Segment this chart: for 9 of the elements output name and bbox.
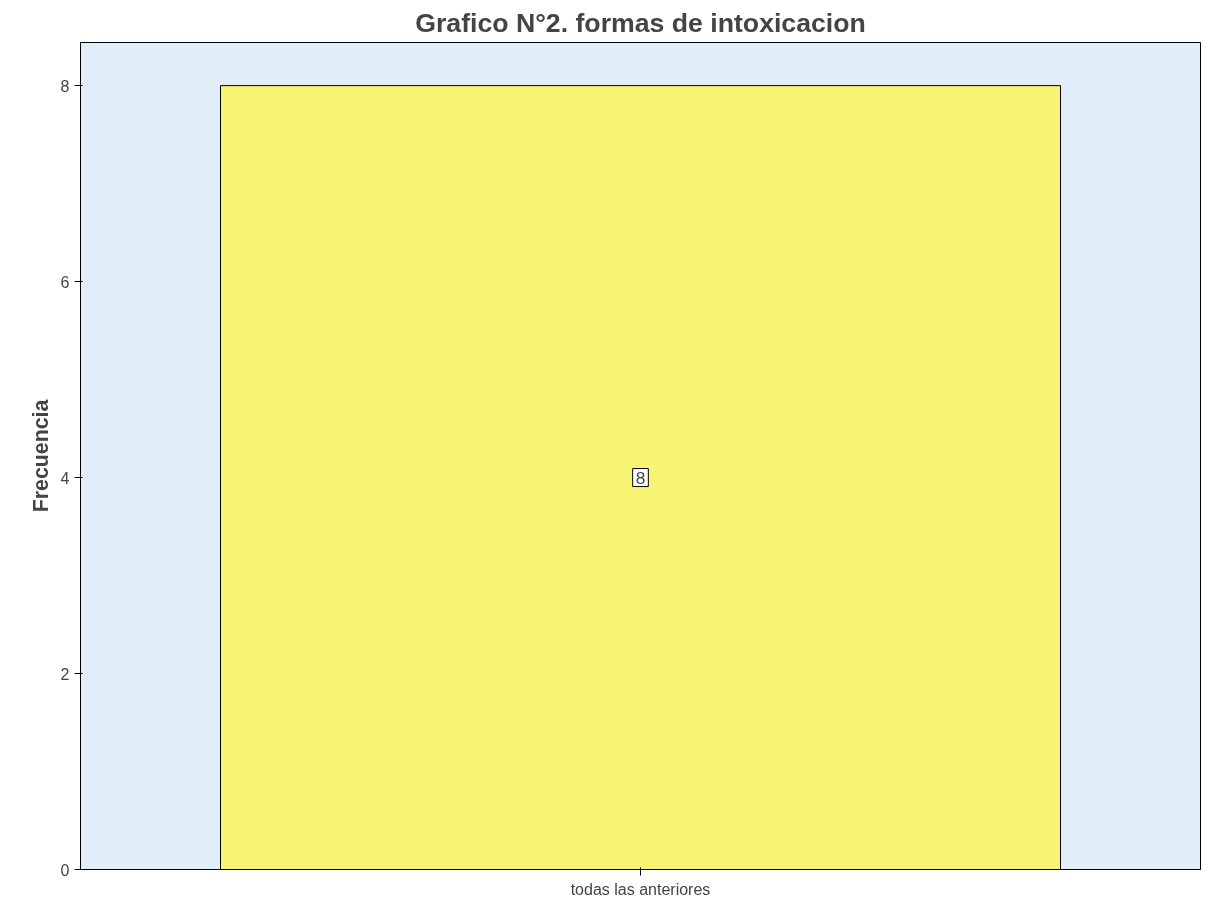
data-label: 8	[635, 467, 646, 488]
y-tick-label: 6	[60, 273, 70, 291]
y-axis-title: Frecuencia	[28, 399, 53, 513]
chart-title: Grafico N°2. formas de intoxicacion	[415, 7, 866, 38]
x-tick-label: todas las anteriores	[570, 880, 711, 898]
y-tick-label: 8	[60, 77, 70, 95]
y-tick-label: 0	[60, 861, 70, 879]
y-tick-label: 2	[60, 665, 70, 683]
y-tick-label: 4	[60, 469, 70, 487]
